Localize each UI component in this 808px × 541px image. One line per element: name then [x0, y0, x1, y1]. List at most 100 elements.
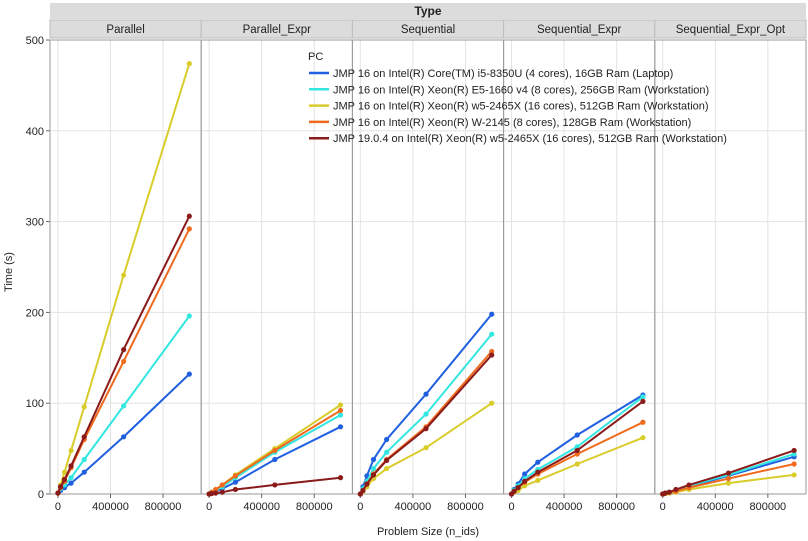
data-point	[423, 426, 429, 432]
data-point	[640, 419, 646, 425]
data-point	[384, 449, 390, 455]
x-tick-label: 0	[508, 501, 514, 513]
data-point	[666, 489, 672, 495]
data-point	[55, 490, 61, 496]
data-point	[219, 482, 225, 488]
data-point	[489, 348, 495, 355]
data-point	[68, 463, 74, 469]
data-point	[791, 451, 797, 457]
panel-title: Sequential_Expr_Opt	[676, 24, 786, 36]
chart-title: Type	[414, 4, 441, 18]
legend-title: PC	[308, 51, 323, 63]
x-tick-label: 800000	[598, 501, 635, 513]
data-point	[384, 457, 390, 464]
data-point	[68, 447, 74, 454]
x-tick-label: 0	[660, 501, 666, 513]
data-point	[337, 412, 344, 418]
panel-title: Sequential_Expr	[537, 24, 622, 36]
data-point	[186, 226, 192, 232]
panel-title: Parallel	[106, 24, 144, 36]
legend-entry: JMP 16 on Intel(R) Xeon(R) W-2145 (8 cor…	[333, 117, 691, 129]
data-point	[423, 445, 429, 451]
data-point	[574, 451, 580, 457]
panel-title: Sequential	[401, 24, 455, 36]
x-tick-label: 400000	[92, 501, 129, 513]
data-point	[121, 434, 127, 440]
data-point	[337, 402, 344, 408]
data-point	[272, 447, 278, 454]
data-point	[213, 490, 219, 496]
data-point	[511, 488, 517, 494]
data-point	[121, 403, 127, 409]
data-point	[791, 472, 797, 478]
data-point	[81, 434, 87, 440]
x-tick-label: 0	[206, 501, 212, 513]
x-tick-label: 400000	[697, 501, 734, 513]
data-point	[640, 398, 646, 404]
data-point	[360, 487, 366, 493]
data-point	[57, 484, 64, 490]
legend-entry: JMP 16 on Intel(R) Xeon(R) E5-1660 v4 (8…	[333, 84, 709, 96]
legend: PC JMP 16 on Intel(R) Core(TM) i5-8350U …	[308, 51, 727, 145]
data-point	[423, 411, 429, 417]
x-tick-label: 800000	[749, 501, 786, 513]
data-point	[68, 475, 74, 481]
data-point	[68, 480, 74, 486]
data-point	[535, 477, 541, 483]
data-point	[186, 313, 192, 319]
data-point	[209, 490, 215, 497]
data-point	[423, 391, 429, 397]
type-header-band	[50, 3, 806, 19]
series-line	[56, 63, 191, 494]
data-point	[489, 352, 495, 358]
data-point	[370, 465, 377, 472]
data-point	[232, 479, 239, 485]
data-point	[81, 469, 87, 475]
panel-title: Parallel_Expr	[243, 24, 312, 36]
x-tick-label: 0	[357, 501, 363, 513]
data-point	[357, 491, 363, 497]
y-tick-label: 300	[26, 217, 44, 229]
data-point	[662, 490, 668, 496]
y-tick-label: 100	[26, 398, 44, 410]
x-axis-label: Problem Size (n_ids)	[377, 526, 479, 538]
y-tick-label: 0	[38, 489, 44, 501]
data-point	[61, 476, 68, 483]
y-tick-label: 200	[26, 307, 44, 319]
legend-entry: JMP 16 on Intel(R) Core(TM) i5-8350U (4 …	[333, 68, 673, 80]
data-point	[232, 473, 239, 479]
data-point	[384, 436, 390, 443]
data-point	[489, 400, 495, 406]
x-tick-label: 800000	[296, 501, 333, 513]
data-point	[489, 331, 495, 337]
data-point	[186, 371, 192, 377]
y-axis-label: Time (s)	[3, 252, 15, 292]
data-point	[489, 311, 495, 317]
data-point	[522, 471, 528, 477]
data-point	[337, 424, 344, 430]
panel-strip	[654, 19, 807, 39]
data-point	[686, 482, 692, 488]
data-point	[673, 486, 679, 493]
data-point	[364, 481, 370, 487]
x-tick-label: 400000	[243, 501, 280, 513]
data-point	[186, 213, 192, 219]
data-point	[535, 469, 541, 475]
x-tick-label: 400000	[395, 501, 432, 513]
panel-frame	[200, 39, 353, 495]
data-point	[61, 469, 68, 475]
legend-entry: JMP 16 on Intel(R) Xeon(R) w5-2465X (16 …	[333, 101, 709, 113]
legend-items: JMP 16 on Intel(R) Core(TM) i5-8350U (4 …	[309, 68, 727, 145]
data-point	[370, 472, 377, 478]
data-point	[574, 444, 580, 450]
data-point	[121, 347, 127, 353]
data-point	[725, 470, 732, 476]
data-point	[121, 272, 127, 278]
data-point	[121, 358, 127, 365]
series-line	[57, 373, 190, 494]
panels-group: 0 100 200 300 400 500 Parallel 0 400000 800000 Par…	[26, 19, 807, 513]
data-point	[219, 489, 225, 495]
x-tick-label: 800000	[447, 501, 484, 513]
